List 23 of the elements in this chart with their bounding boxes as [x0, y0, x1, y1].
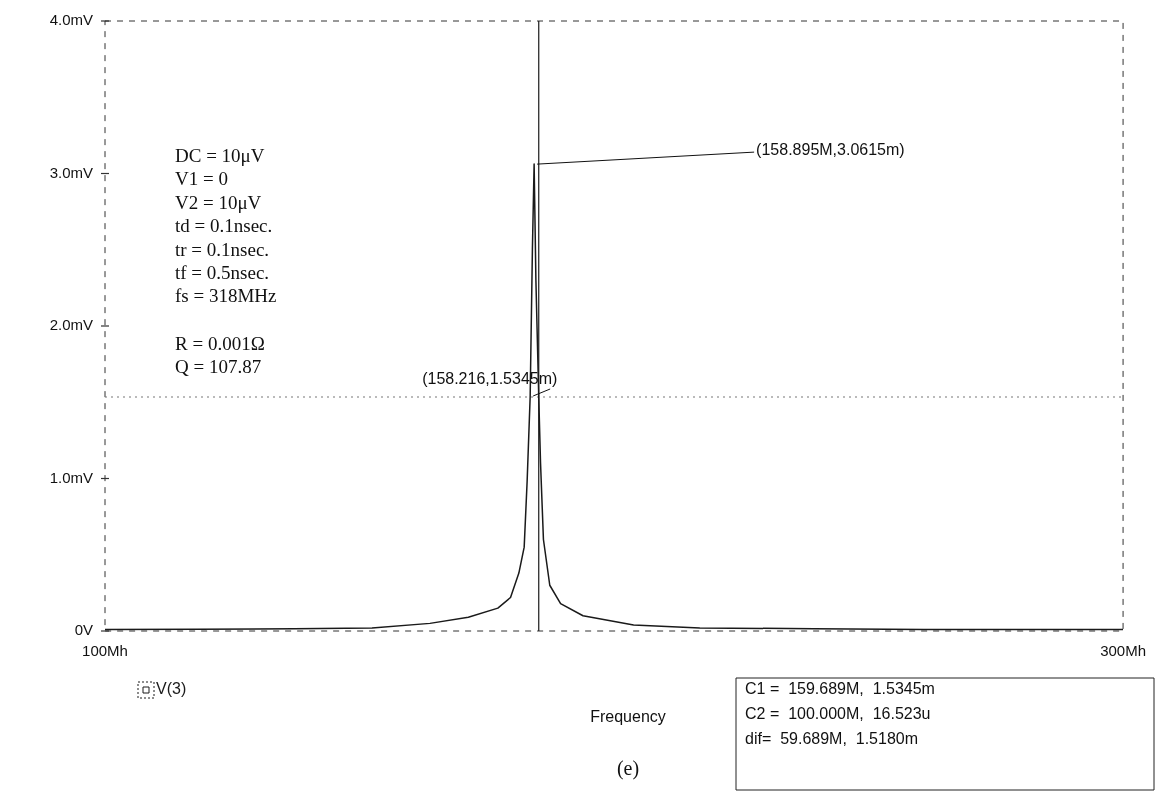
text: C1 = 159.689M, 1.5345m [745, 680, 935, 698]
x-tick-label: 100Mh [82, 642, 128, 660]
legend-label: V(3) [156, 680, 187, 698]
annotation: Q = 107.87 [175, 356, 262, 378]
annotation: R = 0.001Ω [175, 332, 265, 354]
y-tick-label: 0V [74, 621, 93, 639]
text: (e) [616, 757, 640, 781]
annotation: (158.895M,3.0615m) [756, 140, 905, 158]
x-tick-label: 300Mh [1100, 642, 1147, 660]
y-tick-label: 1.0mV [49, 468, 93, 486]
annotation: fs = 318MHz [175, 285, 277, 307]
y-tick-label: 3.0mV [49, 163, 93, 181]
annotation: DC = 10μV [175, 144, 265, 166]
annotation: td = 0.1nsec. [175, 215, 273, 237]
annotation: tr = 0.1nsec. [175, 238, 270, 260]
annotation: tf = 0.5nsec. [175, 261, 270, 283]
y-tick-label: 4.0mV [49, 11, 93, 29]
annotation: V2 = 10μV [175, 191, 262, 213]
annotation: V1 = 0 [175, 168, 228, 190]
y-tick-label: 2.0mV [49, 316, 93, 334]
text: C2 = 100.000M, 16.523u [745, 705, 931, 723]
text: dif= 59.689M, 1.5180m [745, 730, 918, 748]
x-axis-title: Frequency [590, 708, 666, 726]
